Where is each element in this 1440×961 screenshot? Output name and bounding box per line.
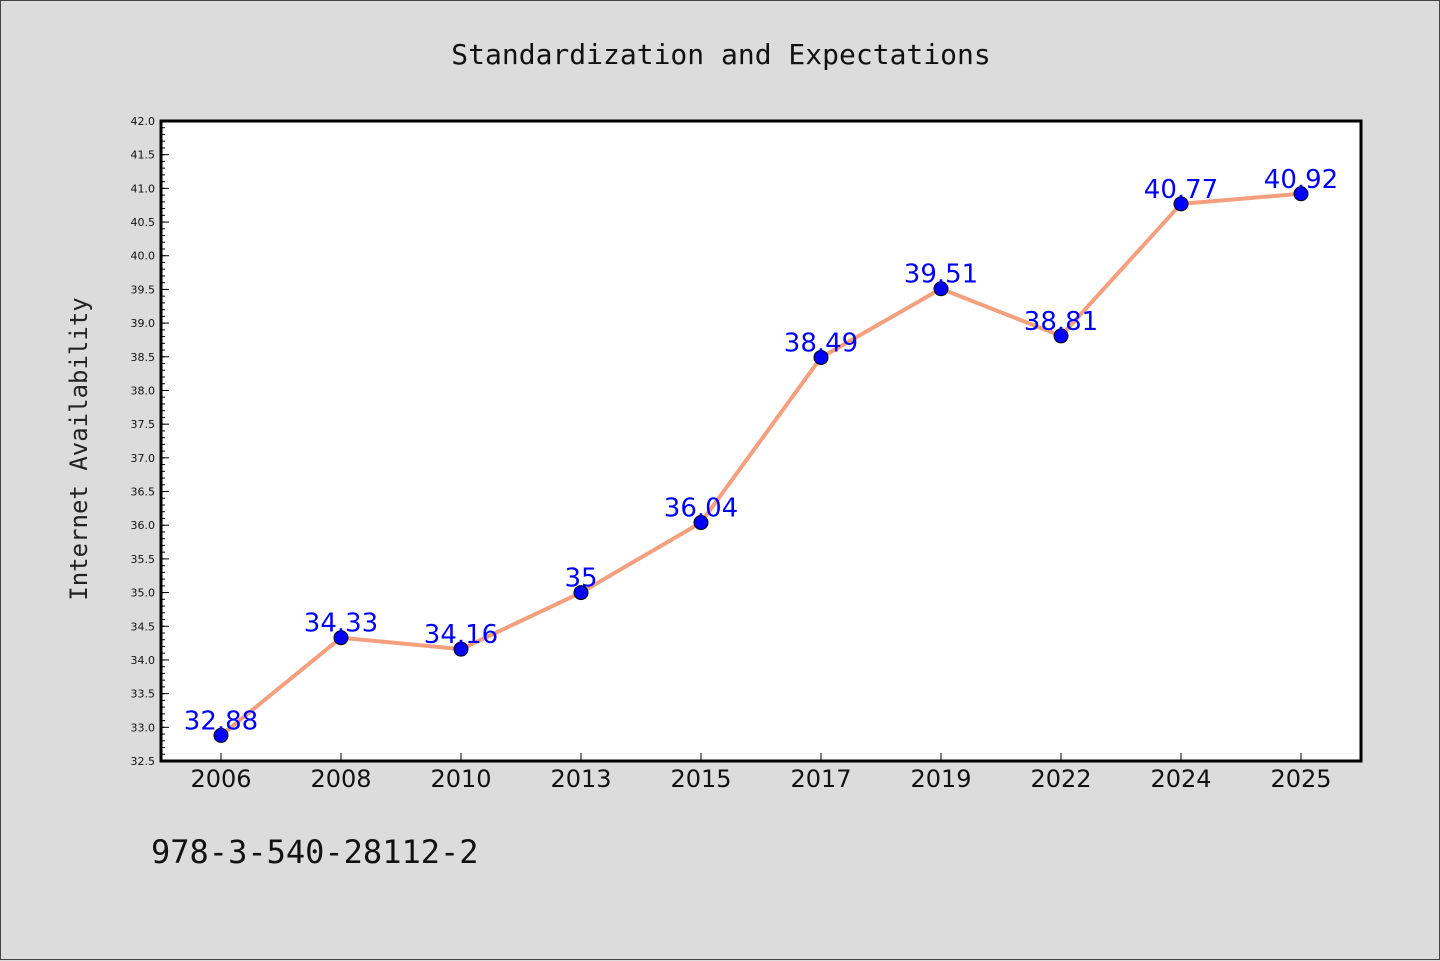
x-tick-label: 2024 <box>1150 765 1211 793</box>
y-tick-label: 37.0 <box>131 452 156 465</box>
data-label: 38.81 <box>1024 307 1098 337</box>
y-tick-label: 42.0 <box>131 115 156 128</box>
y-tick-label: 36.5 <box>131 486 156 499</box>
y-tick-label: 38.5 <box>131 351 156 364</box>
data-label: 34.33 <box>304 609 378 639</box>
y-axis-label: Internet Availability <box>65 297 93 600</box>
y-tick-label: 39.5 <box>131 283 156 296</box>
x-axis-ticks: 2006 2008 2010 2013 2015 2017 2019 2022 2024 2025 <box>190 753 1332 793</box>
y-tick-label: 37.5 <box>131 418 156 431</box>
data-label: 32.88 <box>184 706 258 736</box>
y-tick-label: 40.0 <box>131 250 156 263</box>
data-label: 40.77 <box>1144 175 1218 205</box>
y-tick-label: 39.0 <box>131 317 156 330</box>
data-label: 38.49 <box>784 328 858 358</box>
x-tick-label: 2010 <box>430 765 491 793</box>
y-tick-label: 35.0 <box>131 587 156 600</box>
y-tick-label: 36.0 <box>131 519 156 532</box>
chart-title: Standardization and Expectations <box>451 38 990 71</box>
x-tick-label: 2019 <box>910 765 971 793</box>
footnote-text: 978-3-540-28112-2 <box>151 833 479 871</box>
y-axis-ticks: 32.5 33.0 33.5 34.0 34.5 35.0 35.5 36.0 36.5 37.0… <box>131 115 169 768</box>
y-tick-label: 33.5 <box>131 688 156 701</box>
data-point <box>1053 328 1069 344</box>
y-tick-label: 35.5 <box>131 553 156 566</box>
y-tick-label: 40.5 <box>131 216 156 229</box>
data-point <box>333 630 349 646</box>
data-point <box>453 641 469 657</box>
y-tick-label: 33.0 <box>131 721 156 734</box>
data-label: 36.04 <box>664 494 738 524</box>
data-point <box>1173 196 1189 212</box>
y-tick-label: 32.5 <box>131 755 156 768</box>
x-tick-label: 2015 <box>670 765 731 793</box>
data-point <box>213 727 229 743</box>
data-point <box>573 585 589 601</box>
x-tick-label: 2013 <box>550 765 611 793</box>
data-point <box>693 515 709 531</box>
series-group <box>213 186 1309 743</box>
x-tick-label: 2008 <box>310 765 371 793</box>
x-tick-label: 2017 <box>790 765 851 793</box>
y-tick-label: 34.0 <box>131 654 156 667</box>
data-labels: 32.88 34.33 34.16 35 36.04 38.49 39.51 38.81 40.… <box>184 165 1338 737</box>
x-tick-label: 2022 <box>1030 765 1091 793</box>
x-tick-label: 2025 <box>1270 765 1331 793</box>
data-label: 35 <box>564 564 597 594</box>
series-line <box>219 191 1302 737</box>
y-tick-label: 34.5 <box>131 620 156 633</box>
data-label: 39.51 <box>904 260 978 290</box>
y-tick-label: 41.0 <box>131 182 156 195</box>
data-point <box>813 349 829 365</box>
x-tick-label: 2006 <box>190 765 251 793</box>
data-point <box>933 281 949 297</box>
data-label: 40.92 <box>1264 165 1338 195</box>
y-tick-label: 41.5 <box>131 149 156 162</box>
y-tick-label: 38.0 <box>131 384 156 397</box>
data-label: 34.16 <box>424 620 498 650</box>
data-point <box>1293 186 1309 202</box>
